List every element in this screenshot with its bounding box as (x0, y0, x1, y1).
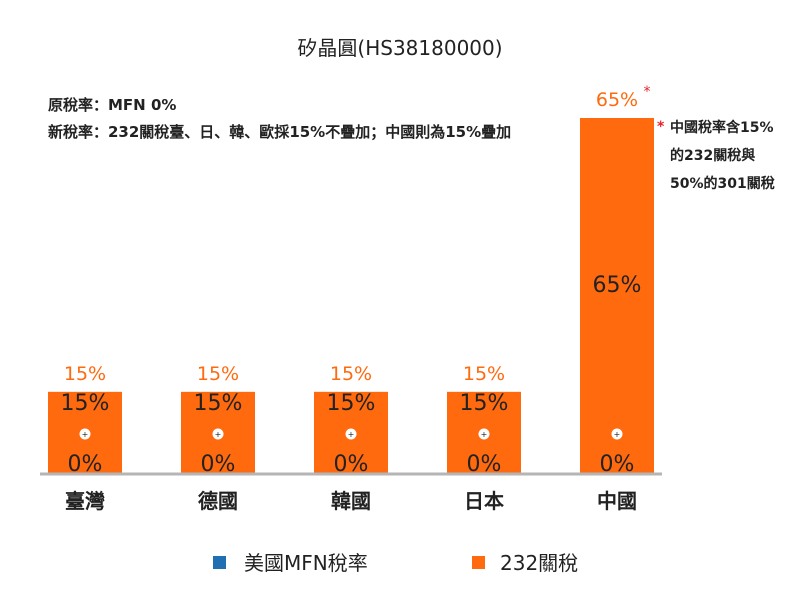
bar-232-4 (580, 118, 654, 460)
plus-marker-2 (345, 428, 357, 440)
plus-sign-3: + (481, 430, 488, 439)
bar-mfn-4 (580, 460, 654, 474)
label-232-3: 15% (460, 391, 509, 416)
footnote: * 中國稅率含15% 的232關稅與 50%的301關稅 (657, 119, 775, 192)
label-232-1: 15% (194, 391, 243, 416)
bar-232-3 (447, 391, 521, 460)
footnote-line-1: 中國稅率含15% (670, 119, 774, 136)
note-original-rate: 原稅率：MFN 0% (48, 96, 176, 114)
bar-232-1 (181, 391, 255, 460)
label-total-0: 15% (64, 363, 106, 385)
label-232-0: 15% (61, 391, 110, 416)
plot-area: 0%+15%15%臺灣0%+15%15%德國0%+15%15%韓國0%+15%1… (48, 84, 654, 513)
bar-mfn-3 (447, 460, 521, 474)
label-232-2: 15% (327, 391, 376, 416)
bar-232-2 (314, 391, 388, 460)
bar-mfn-1 (181, 460, 255, 474)
tick-label-1: 德國 (198, 489, 238, 513)
label-total-2: 15% (330, 363, 372, 385)
tick-label-4: 中國 (597, 489, 637, 513)
label-total-mark-4: * (644, 84, 651, 100)
plus-marker-1 (212, 428, 224, 440)
footnote-line-2: 的232關稅與 (670, 147, 755, 164)
label-total-3: 15% (463, 363, 505, 385)
plus-marker-0 (79, 428, 91, 440)
legend-swatch-mfn (213, 556, 226, 569)
label-total-1: 15% (197, 363, 239, 385)
note-new-rate: 新稅率：232關稅臺、日、韓、歐採15%不疊加；中國則為15%疊加 (48, 123, 511, 141)
plus-marker-4 (611, 428, 623, 440)
plus-sign-0: + (82, 430, 89, 439)
plus-marker-3 (478, 428, 490, 440)
bar-mfn-0 (48, 460, 122, 474)
tick-label-0: 臺灣 (65, 489, 105, 513)
plus-sign-2: + (348, 430, 355, 439)
chart-title: 矽晶圓(HS38180000) (297, 36, 502, 60)
footnote-asterisk: * (657, 119, 665, 135)
bar-mfn-2 (314, 460, 388, 474)
tick-label-3: 日本 (464, 489, 504, 513)
plus-sign-1: + (215, 430, 222, 439)
label-total-4: 65% (596, 89, 638, 111)
legend-label-mfn: 美國MFN稅率 (244, 551, 368, 575)
footnote-line-3: 50%的301關稅 (670, 175, 775, 192)
legend: 美國MFN稅率 232關稅 (213, 551, 578, 575)
legend-label-232: 232關稅 (500, 551, 578, 575)
bar-232-0 (48, 391, 122, 460)
label-232-4: 65% (593, 273, 642, 298)
tick-label-2: 韓國 (331, 489, 371, 513)
plus-sign-4: + (614, 430, 621, 439)
legend-swatch-232 (472, 556, 485, 569)
